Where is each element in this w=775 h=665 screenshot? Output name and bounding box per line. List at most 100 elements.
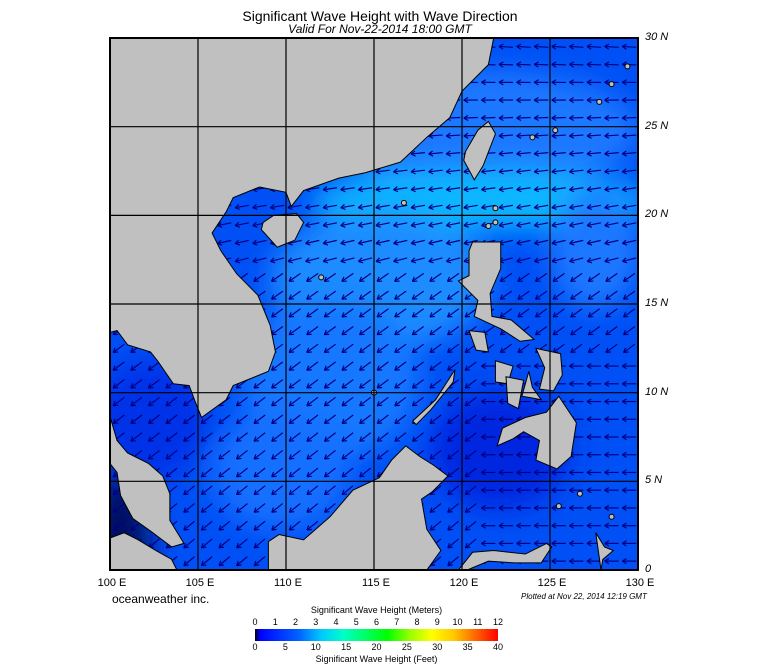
wave-arrow (586, 203, 602, 211)
wave-arrow (428, 221, 443, 228)
wave-arrow (323, 272, 337, 283)
wave-arrow (112, 503, 125, 513)
wave-arrow (604, 398, 619, 405)
wave-arrow (429, 503, 442, 513)
wave-arrow (586, 416, 601, 423)
wave-arrow (533, 97, 549, 104)
wave-arrow (375, 203, 390, 211)
wave-arrow (499, 272, 513, 283)
wave-arrow (288, 343, 301, 354)
feet-tick: 15 (341, 642, 352, 652)
wave-arrow (604, 97, 619, 104)
wave-arrow (130, 361, 143, 371)
wave-arrow (375, 168, 390, 175)
wave-arrow (621, 487, 637, 494)
wave-arrow (358, 290, 372, 300)
wave-arrow (534, 326, 548, 336)
wave-arrow (165, 414, 178, 425)
wave-arrow (323, 396, 336, 407)
wave-arrow (253, 467, 266, 478)
wave-arrow (341, 485, 354, 496)
wave-arrow (323, 485, 336, 496)
wave-arrow (464, 538, 477, 549)
wave-arrow (445, 132, 461, 139)
island (318, 274, 325, 281)
wave-arrow (394, 290, 407, 300)
wave-arrow (621, 433, 637, 441)
wave-arrow (498, 186, 514, 193)
wave-arrow (270, 308, 284, 318)
wave-arrow (253, 414, 266, 425)
wave-arrow (323, 449, 336, 460)
wave-arrow (341, 449, 354, 460)
wave-arrow (481, 203, 496, 211)
wave-arrow (551, 522, 566, 529)
wave-arrow (411, 290, 425, 300)
wave-arrow (359, 467, 372, 478)
wave-arrow (604, 203, 619, 211)
wave-arrow (447, 414, 460, 425)
wave-arrow (498, 97, 514, 104)
wave-arrow (270, 272, 284, 283)
wave-arrow (341, 308, 354, 318)
wave-arrow (235, 396, 248, 407)
lon-label: 110 E (274, 577, 302, 589)
wave-arrow (604, 504, 619, 512)
wave-arrow (534, 272, 548, 283)
meters-tick: 8 (414, 617, 420, 627)
wave-arrow (464, 308, 477, 318)
wave-arrow (498, 132, 514, 139)
wave-arrow (587, 343, 600, 354)
wave-arrow (359, 343, 372, 354)
wave-arrow (621, 132, 637, 139)
wave-arrow (183, 449, 196, 460)
wave-arrow (586, 257, 601, 264)
wave-arrow (587, 290, 601, 300)
wave-arrow (552, 290, 565, 300)
wave-arrow (358, 272, 372, 283)
wave-arrow (253, 485, 266, 496)
wave-arrow (236, 538, 248, 549)
wave-arrow (218, 467, 231, 478)
meters-tick: 12 (492, 617, 503, 627)
wave-arrow (463, 221, 478, 228)
wave-arrow (569, 469, 584, 476)
wave-arrow (271, 414, 284, 425)
wave-arrow (411, 379, 424, 389)
wave-arrow (498, 487, 513, 494)
wave-arrow (586, 469, 601, 476)
wave-arrow (622, 326, 636, 336)
wave-arrow (376, 361, 389, 371)
wave-arrow (410, 221, 425, 228)
wave-arrow (411, 272, 425, 283)
wave-arrow (498, 469, 513, 476)
wave-arrow (218, 432, 231, 442)
wave-arrow (464, 520, 477, 531)
wave-arrow (516, 132, 531, 139)
wave-arrow (394, 308, 407, 318)
wave-arrow (446, 272, 460, 283)
wave-arrow (165, 432, 178, 442)
wave-arrow (445, 150, 461, 157)
wave-arrow (463, 114, 478, 122)
wave-arrow (130, 414, 143, 425)
wave-arrow (236, 556, 248, 567)
land-mindanao (496, 395, 577, 470)
feet-tick: 5 (282, 642, 288, 652)
meters-tick: 4 (333, 617, 339, 627)
wave-arrow (464, 396, 477, 407)
wave-arrow (481, 79, 496, 86)
wave-arrow (393, 186, 408, 193)
wave-arrow (376, 343, 389, 354)
wave-arrow (288, 326, 301, 336)
wave-arrow (499, 290, 513, 300)
wave-arrow (429, 343, 442, 354)
wave-arrow (481, 380, 496, 387)
wave-arrow (516, 433, 531, 441)
wave-arrow (445, 168, 461, 175)
wave-arrow (621, 362, 637, 370)
wave-arrow (410, 150, 426, 157)
wave-arrow (217, 239, 232, 246)
lat-label: 30 N (645, 31, 669, 43)
wave-arrow (394, 343, 407, 354)
